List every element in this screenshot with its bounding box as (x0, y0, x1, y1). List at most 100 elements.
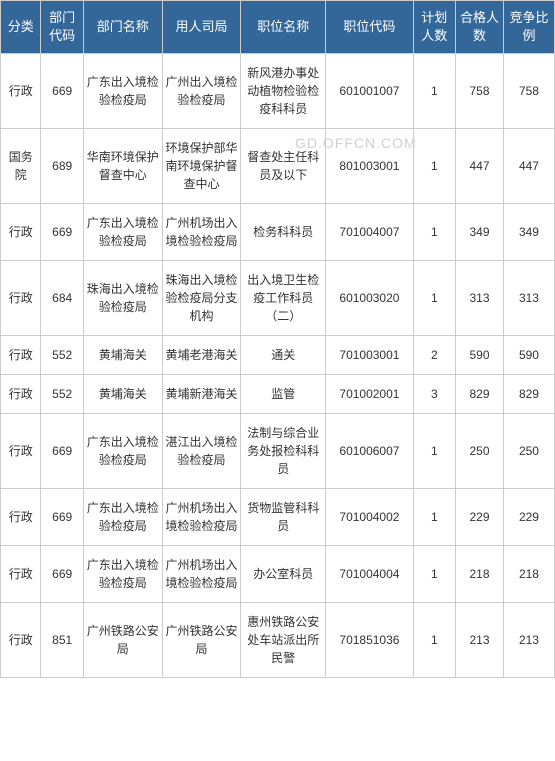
cell-plan_count: 3 (413, 375, 456, 414)
cell-dept_code: 552 (41, 336, 84, 375)
cell-pass_count: 250 (456, 414, 504, 489)
cell-dept_name: 广东出入境检验检疫局 (83, 54, 162, 129)
cell-plan_count: 1 (413, 54, 456, 129)
cell-ratio: 218 (503, 546, 554, 603)
cell-category: 行政 (1, 336, 41, 375)
data-table: 分类 部门代码 部门名称 用人司局 职位名称 职位代码 计划人数 合格人数 竞争… (0, 0, 555, 678)
cell-pass_count: 213 (456, 603, 504, 678)
cell-ratio: 229 (503, 489, 554, 546)
header-dept-name: 部门名称 (83, 1, 162, 54)
cell-pos_name: 出入境卫生检疫工作科员（二） (241, 261, 326, 336)
cell-ratio: 590 (503, 336, 554, 375)
cell-pos_code: 701004007 (326, 204, 413, 261)
cell-ratio: 349 (503, 204, 554, 261)
cell-plan_count: 1 (413, 204, 456, 261)
cell-pass_count: 447 (456, 129, 504, 204)
header-dept-code: 部门代码 (41, 1, 84, 54)
table-row: 行政552黄埔海关黄埔老港海关通关7010030012590590 (1, 336, 555, 375)
table-row: 行政669广东出入境检验检疫局广州出入境检验检疫局新风港办事处动植物检验检疫科科… (1, 54, 555, 129)
cell-dept_name: 广州铁路公安局 (83, 603, 162, 678)
table-row: 行政684珠海出入境检验检疫局珠海出入境检验检疫局分支机构出入境卫生检疫工作科员… (1, 261, 555, 336)
cell-employer: 广州机场出入境检验检疫局 (162, 204, 241, 261)
cell-pos_code: 801003001 (326, 129, 413, 204)
cell-dept_code: 684 (41, 261, 84, 336)
cell-dept_code: 851 (41, 603, 84, 678)
cell-category: 行政 (1, 54, 41, 129)
cell-employer: 黄埔老港海关 (162, 336, 241, 375)
cell-dept_name: 广东出入境检验检疫局 (83, 414, 162, 489)
cell-pos_name: 货物监管科科员 (241, 489, 326, 546)
cell-pos_code: 701004002 (326, 489, 413, 546)
cell-pos_code: 601006007 (326, 414, 413, 489)
cell-employer: 广州机场出入境检验检疫局 (162, 546, 241, 603)
cell-pos_code: 701002001 (326, 375, 413, 414)
cell-pos_name: 督查处主任科员及以下 (241, 129, 326, 204)
cell-dept_name: 广东出入境检验检疫局 (83, 489, 162, 546)
header-pos-name: 职位名称 (241, 1, 326, 54)
cell-pass_count: 590 (456, 336, 504, 375)
cell-pos_name: 通关 (241, 336, 326, 375)
cell-dept_name: 华南环境保护督查中心 (83, 129, 162, 204)
cell-ratio: 250 (503, 414, 554, 489)
header-category: 分类 (1, 1, 41, 54)
cell-dept_code: 669 (41, 489, 84, 546)
cell-dept_name: 广东出入境检验检疫局 (83, 204, 162, 261)
cell-category: 行政 (1, 603, 41, 678)
cell-dept_name: 珠海出入境检验检疫局 (83, 261, 162, 336)
cell-plan_count: 1 (413, 546, 456, 603)
cell-pos_code: 701003001 (326, 336, 413, 375)
cell-employer: 广州出入境检验检疫局 (162, 54, 241, 129)
cell-pass_count: 829 (456, 375, 504, 414)
cell-pos_name: 惠州铁路公安处车站派出所民警 (241, 603, 326, 678)
cell-employer: 环境保护部华南环境保护督查中心 (162, 129, 241, 204)
header-pos-code: 职位代码 (326, 1, 413, 54)
cell-plan_count: 1 (413, 489, 456, 546)
cell-pos_name: 检务科科员 (241, 204, 326, 261)
cell-plan_count: 1 (413, 261, 456, 336)
cell-pass_count: 349 (456, 204, 504, 261)
cell-category: 行政 (1, 375, 41, 414)
cell-dept_code: 669 (41, 546, 84, 603)
cell-dept_name: 黄埔海关 (83, 375, 162, 414)
table-row: 国务院689华南环境保护督查中心环境保护部华南环境保护督查中心督查处主任科员及以… (1, 129, 555, 204)
table-row: 行政851广州铁路公安局广州铁路公安局惠州铁路公安处车站派出所民警7018510… (1, 603, 555, 678)
cell-pos_code: 601001007 (326, 54, 413, 129)
cell-pass_count: 313 (456, 261, 504, 336)
cell-dept_code: 669 (41, 204, 84, 261)
cell-category: 行政 (1, 489, 41, 546)
cell-pos_code: 601003020 (326, 261, 413, 336)
cell-pass_count: 758 (456, 54, 504, 129)
cell-pos_name: 办公室科员 (241, 546, 326, 603)
cell-employer: 广州机场出入境检验检疫局 (162, 489, 241, 546)
cell-category: 行政 (1, 261, 41, 336)
header-ratio: 竞争比例 (503, 1, 554, 54)
cell-pos_name: 监管 (241, 375, 326, 414)
cell-ratio: 313 (503, 261, 554, 336)
cell-ratio: 829 (503, 375, 554, 414)
header-employer: 用人司局 (162, 1, 241, 54)
cell-dept_name: 黄埔海关 (83, 336, 162, 375)
cell-ratio: 213 (503, 603, 554, 678)
cell-category: 国务院 (1, 129, 41, 204)
cell-dept_code: 552 (41, 375, 84, 414)
table-row: 行政669广东出入境检验检疫局广州机场出入境检验检疫局检务科科员70100400… (1, 204, 555, 261)
header-pass-count: 合格人数 (456, 1, 504, 54)
cell-ratio: 758 (503, 54, 554, 129)
cell-category: 行政 (1, 414, 41, 489)
cell-employer: 广州铁路公安局 (162, 603, 241, 678)
table-body: 行政669广东出入境检验检疫局广州出入境检验检疫局新风港办事处动植物检验检疫科科… (1, 54, 555, 678)
cell-pass_count: 218 (456, 546, 504, 603)
cell-plan_count: 2 (413, 336, 456, 375)
cell-plan_count: 1 (413, 129, 456, 204)
cell-category: 行政 (1, 546, 41, 603)
cell-pos_code: 701004004 (326, 546, 413, 603)
cell-dept_code: 689 (41, 129, 84, 204)
table-row: 行政669广东出入境检验检疫局广州机场出入境检验检疫局货物监管科科员701004… (1, 489, 555, 546)
cell-pass_count: 229 (456, 489, 504, 546)
table-row: 行政669广东出入境检验检疫局湛江出入境检验检疫局法制与综合业务处报检科科员60… (1, 414, 555, 489)
table-row: 行政669广东出入境检验检疫局广州机场出入境检验检疫局办公室科员70100400… (1, 546, 555, 603)
cell-employer: 黄埔新港海关 (162, 375, 241, 414)
cell-plan_count: 1 (413, 414, 456, 489)
cell-dept_code: 669 (41, 54, 84, 129)
cell-employer: 湛江出入境检验检疫局 (162, 414, 241, 489)
